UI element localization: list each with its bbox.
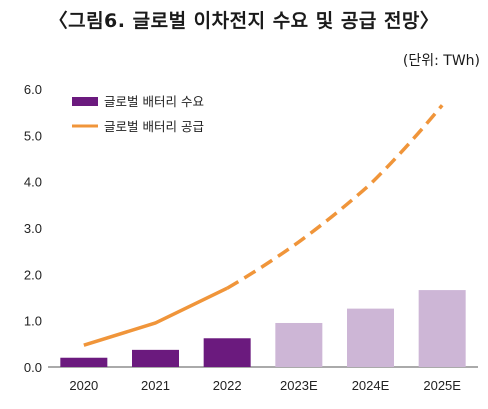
y-tick-label: 6.0 bbox=[24, 82, 42, 97]
supply-line-forecast bbox=[226, 104, 444, 290]
line-series bbox=[83, 104, 444, 347]
bar bbox=[275, 322, 323, 367]
legend-label-supply: 글로벌 배터리 공급 bbox=[104, 119, 204, 134]
x-axis-ticks: 2020 2021 2022 2023E 2024E 2025E bbox=[69, 378, 461, 393]
bar-series bbox=[60, 290, 466, 367]
x-tick-label: 2022 bbox=[213, 378, 242, 393]
x-tick-label: 2020 bbox=[69, 378, 98, 393]
unit-label: (단위: TWh) bbox=[402, 53, 480, 69]
y-tick-label: 3.0 bbox=[24, 221, 42, 236]
legend: 글로벌 배터리 수요 글로벌 배터리 공급 bbox=[72, 94, 204, 134]
legend-swatch-demand bbox=[72, 97, 98, 106]
x-tick-label: 2024E bbox=[352, 378, 390, 393]
supply-line-actual bbox=[83, 286, 228, 347]
chart-title: 〈그림6. 글로벌 이차전지 수요 및 공급 전망〉 bbox=[48, 10, 440, 32]
x-tick-label: 2025E bbox=[423, 378, 461, 393]
x-tick-label: 2021 bbox=[141, 378, 170, 393]
y-tick-label: 0.0 bbox=[24, 360, 42, 375]
bar bbox=[60, 357, 108, 367]
bar bbox=[418, 290, 466, 367]
y-tick-label: 1.0 bbox=[24, 314, 42, 329]
y-axis-ticks: 0.0 1.0 2.0 3.0 4.0 5.0 6.0 bbox=[24, 82, 42, 375]
y-tick-label: 4.0 bbox=[24, 175, 42, 190]
bar bbox=[132, 349, 179, 367]
x-tick-label: 2023E bbox=[280, 378, 318, 393]
bar bbox=[203, 338, 251, 367]
legend-label-demand: 글로벌 배터리 수요 bbox=[104, 94, 204, 109]
y-tick-label: 5.0 bbox=[24, 128, 42, 143]
y-tick-label: 2.0 bbox=[24, 267, 42, 282]
bar bbox=[347, 308, 394, 367]
